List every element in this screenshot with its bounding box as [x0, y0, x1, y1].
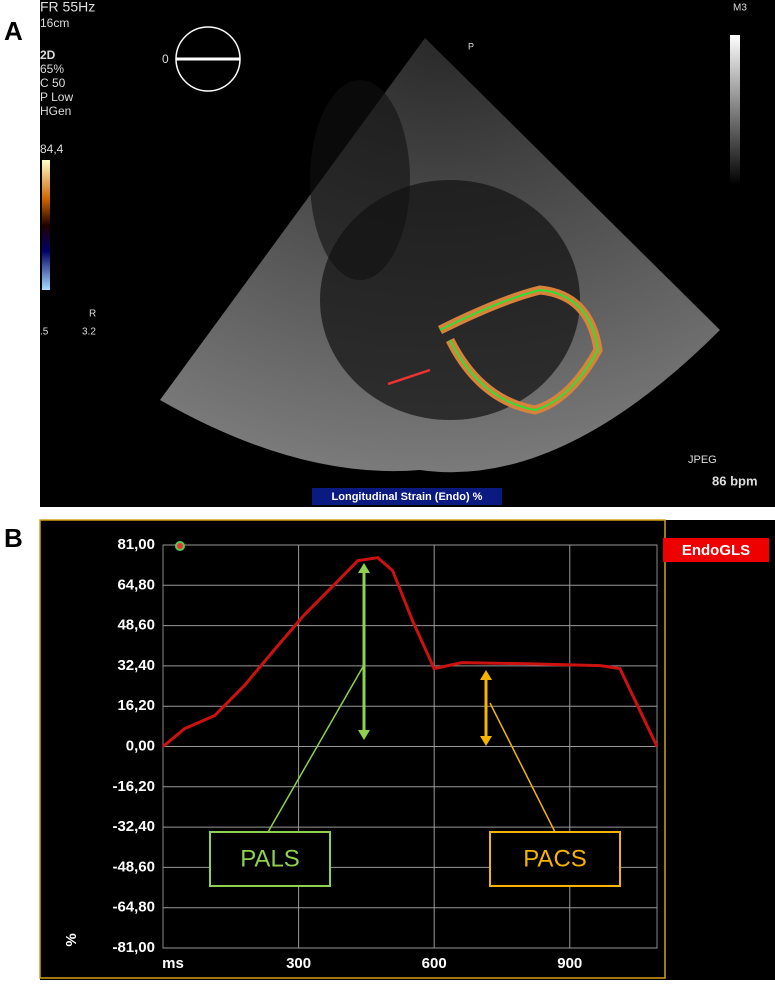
echo-text: 84,4 [40, 142, 64, 156]
endo-border [439, 288, 600, 412]
echo-label: Longitudinal Strain (Endo) % [332, 491, 483, 503]
arrow-head [480, 670, 492, 680]
echo-labels: FR 55Hz 16cm 2D 65% C 50 P Low HGen 84,4… [40, 0, 758, 488]
y-tick-label: -32,40 [112, 818, 155, 835]
echo-text: P Low [40, 90, 73, 104]
y-tick-label: 32,40 [117, 657, 155, 674]
label-box [312, 488, 502, 505]
y-tick-label: 81,00 [117, 536, 155, 553]
y-axis-label: % [63, 933, 80, 946]
y-tick-label: 64,80 [117, 576, 155, 593]
y-tick-label: -16,20 [112, 778, 155, 795]
chart-frame [39, 519, 666, 979]
echo-text: 0 [162, 52, 169, 66]
echo-text: C 50 [40, 76, 66, 90]
annotation: PALS [240, 845, 300, 872]
panel-label: B [4, 523, 23, 553]
echo-text: HGen [40, 104, 71, 118]
echo-text: 2D [40, 48, 56, 62]
echo-text: FR 55Hz [40, 0, 95, 15]
y-tick-label: 16,20 [117, 697, 155, 714]
x-axis-label: ms [162, 955, 184, 972]
annotation-box [209, 831, 331, 887]
marker-dot [175, 541, 185, 551]
echo-text: .5 [40, 327, 49, 338]
arrow [387, 368, 431, 386]
gray-bar [730, 35, 740, 185]
y-tick-label: 48,60 [117, 617, 155, 634]
echo-text: 86 bpm [712, 473, 758, 488]
x-tick-label: 900 [557, 955, 582, 972]
echo-text: 65% [40, 62, 64, 76]
arrow-head [480, 736, 492, 746]
echo-text: P [468, 41, 474, 51]
annotation-box [489, 831, 621, 887]
leader [489, 702, 556, 833]
y-tick-label: -48,60 [112, 858, 155, 875]
annotation: PACS [523, 845, 587, 872]
chamber [310, 80, 410, 280]
legend-entry: EndoGLS [682, 542, 750, 559]
color-bar [42, 160, 50, 290]
panel-label: A [4, 16, 23, 46]
arrow-head [358, 730, 370, 740]
echo-text: JPEG [688, 454, 717, 466]
y-tick-label: -64,80 [112, 899, 155, 916]
echo-text: 3.2 [82, 327, 96, 338]
x-tick-label: 600 [422, 955, 447, 972]
echo-text: M3 [733, 3, 747, 14]
legend-box [663, 538, 769, 562]
arrow-head [358, 563, 370, 573]
y-tick-label: 0,00 [126, 737, 155, 754]
y-tick-label: -81,00 [112, 939, 155, 956]
echo-text: R [89, 309, 96, 320]
echo-text: 16cm [40, 16, 69, 30]
x-tick-label: 300 [286, 955, 311, 972]
leader [267, 664, 365, 833]
line [162, 556, 659, 748]
